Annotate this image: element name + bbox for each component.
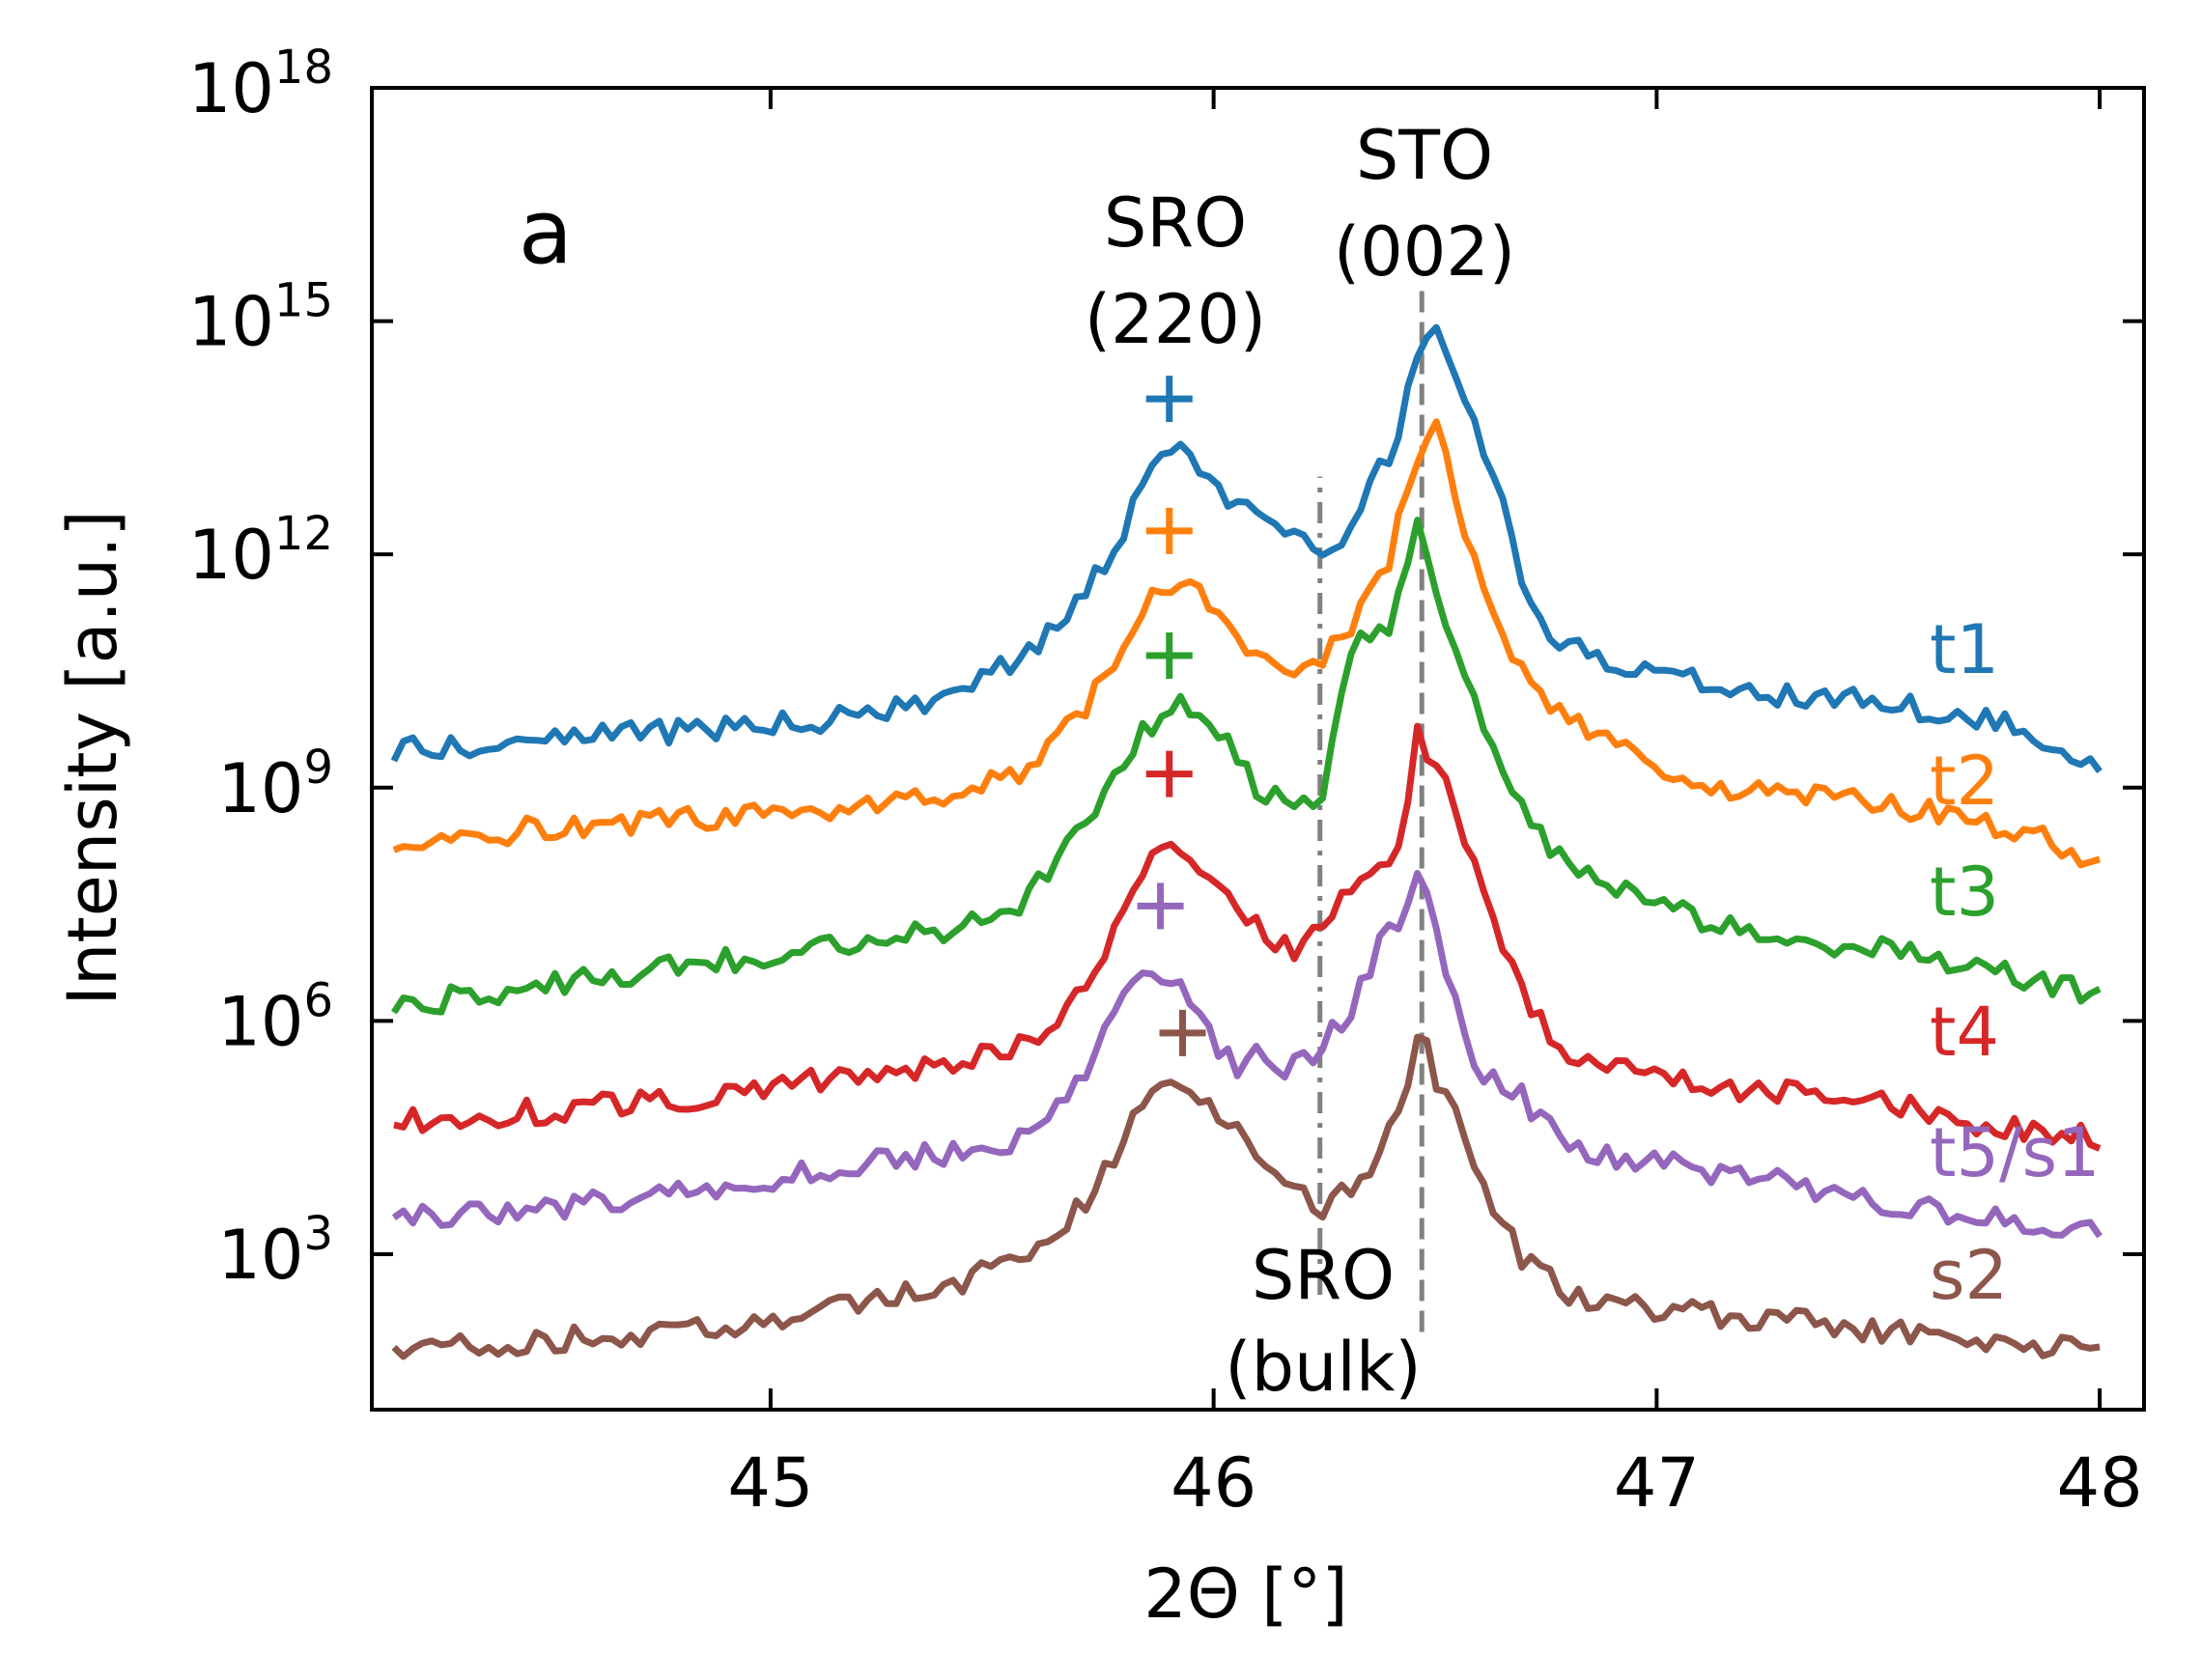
x-tick-label: 47 [1614, 1443, 1700, 1523]
peak-marker-t5s1 [1137, 882, 1184, 930]
y-tick-label: 109 [217, 741, 333, 828]
peak-marker-s2 [1159, 1009, 1206, 1056]
series-label-s2: s2 [1930, 1236, 2008, 1315]
series-label-t5s1: t5/s1 [1930, 1113, 2101, 1192]
annotation-sro-bulk-line2: (bulk) [1225, 1328, 1421, 1407]
series-label-t3: t3 [1930, 853, 1999, 932]
x-tick-label: 45 [727, 1443, 813, 1523]
y-tick-label: 1018 [188, 41, 333, 128]
plot-frame [370, 86, 2146, 1412]
series-lines [390, 323, 2102, 1360]
y-tick-label: 1015 [188, 274, 333, 362]
x-axis-label: 2Θ [°] [1143, 1554, 1348, 1634]
series-line-s2 [391, 1033, 2101, 1360]
series-line-t2 [392, 418, 2102, 869]
series-line-t1 [390, 323, 2102, 773]
panel-label: a [519, 181, 573, 284]
series-line-t5s1 [391, 870, 2102, 1239]
x-tick-label: 46 [1171, 1443, 1256, 1523]
y-axis-label: Intensity [a.u.] [53, 510, 132, 1005]
annotation-sto-002-line1: STO [1356, 116, 1493, 195]
axis-ticks: 45 46 47 48 103 106 109 1012 1015 1018 [188, 41, 2144, 1523]
peak-marker-t2 [1145, 507, 1193, 554]
y-tick-label: 1012 [188, 507, 333, 595]
series-line-t4 [393, 722, 2102, 1152]
y-tick-label: 103 [217, 1207, 333, 1295]
series-line-t3 [390, 517, 2102, 1016]
y-tick-label: 106 [217, 973, 333, 1061]
peak-marker-t3 [1145, 631, 1193, 679]
peak-markers [1137, 376, 1206, 1056]
peak-marker-t1 [1145, 376, 1193, 423]
series-label-t2: t2 [1930, 742, 1999, 821]
annotation-sro-220-line1: SRO [1104, 183, 1247, 263]
series-label-t4: t4 [1930, 993, 1999, 1072]
annotation-sto-002-line2: (002) [1334, 212, 1515, 292]
x-tick-label: 48 [2057, 1443, 2143, 1523]
series-label-t1: t1 [1930, 610, 1999, 689]
peak-marker-t4 [1145, 750, 1193, 798]
annotation-sro-bulk-line1: SRO [1252, 1236, 1395, 1315]
annotation-sro-220-line2: (220) [1085, 280, 1266, 359]
